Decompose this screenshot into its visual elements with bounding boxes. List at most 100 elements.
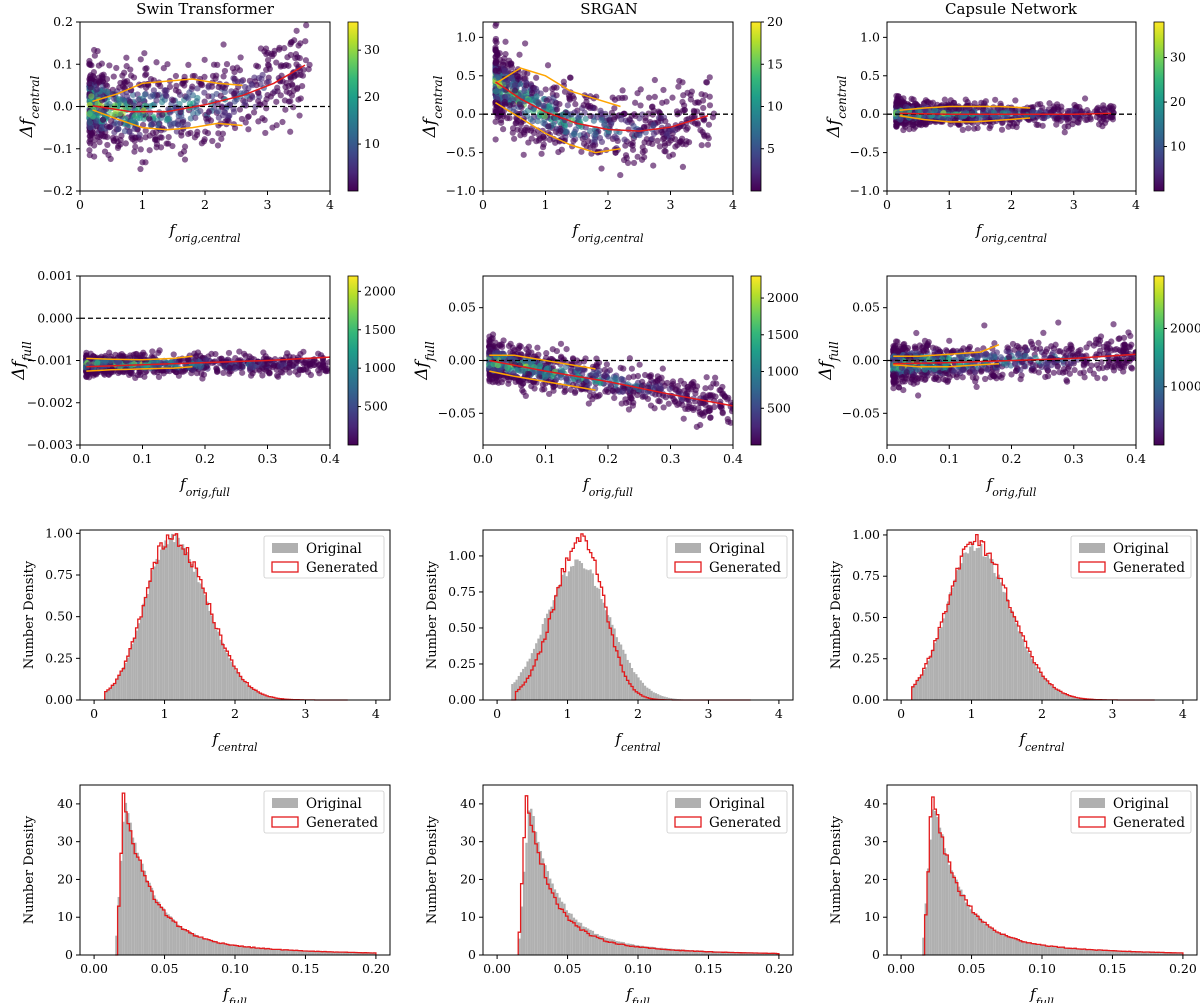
scatter-point: [500, 126, 507, 133]
scatter-point: [116, 352, 123, 359]
scatter-point: [639, 149, 646, 156]
scatter-point: [675, 83, 682, 90]
scatter-point: [504, 114, 511, 122]
scatter-point: [598, 116, 605, 124]
scatter-point: [86, 147, 93, 154]
y-tick-label: 0.2: [53, 14, 73, 29]
scatter-point: [628, 365, 635, 372]
scatter-point: [511, 87, 519, 94]
scatter-point: [626, 355, 633, 362]
scatter-point: [959, 126, 966, 133]
scatter-point: [592, 131, 599, 138]
scatter-point: [93, 86, 100, 93]
scatter-point: [505, 377, 512, 384]
x-tick-label: 0.0: [473, 451, 493, 466]
scatter-point: [660, 392, 667, 399]
fit-curve: [495, 81, 709, 132]
y-axis-label: Δffull: [9, 341, 34, 381]
scatter-point: [538, 150, 545, 157]
fit-curve: [92, 64, 306, 113]
scatter-point: [676, 77, 683, 85]
scatter-point: [217, 92, 224, 99]
scatter-point: [1127, 332, 1134, 339]
scatter-point: [487, 346, 494, 353]
scatter-point: [153, 59, 160, 66]
scatter-point: [286, 89, 293, 96]
scatter-point: [178, 132, 185, 139]
scatter-point: [504, 93, 511, 100]
scatter-point: [201, 98, 208, 105]
scatter-point: [486, 338, 494, 345]
x-tick-label: 3: [264, 197, 272, 212]
scatter-point: [534, 344, 541, 351]
scatter-point: [192, 114, 199, 121]
y-tick-label: 1.0: [860, 29, 880, 44]
scatter-point: [561, 388, 568, 396]
scatter-point: [1081, 95, 1089, 102]
scatter-point: [139, 351, 146, 358]
scatter-point: [694, 120, 701, 127]
scatter-point: [143, 65, 150, 72]
colorbar: [750, 275, 762, 446]
scatter-point: [295, 371, 302, 378]
scatter-point: [625, 406, 633, 413]
scatter-point: [605, 133, 612, 140]
scatter-point: [509, 96, 516, 103]
scatter-point: [209, 137, 216, 145]
axes-frame: [482, 21, 734, 192]
scatter-point: [598, 165, 605, 172]
scatter-point: [181, 143, 189, 150]
scatter-point: [517, 121, 524, 128]
scatter-point: [122, 140, 129, 147]
colorbar-tick-label: 1500: [767, 327, 799, 342]
scatter-point: [264, 57, 272, 64]
scatter-point: [914, 102, 921, 109]
scatter-point: [86, 133, 93, 140]
scatter-point: [533, 93, 540, 100]
scatter-point: [504, 76, 511, 83]
scatter-point: [185, 130, 192, 138]
scatter-point: [261, 116, 268, 124]
scatter-point: [535, 137, 542, 144]
scatter-point: [1076, 115, 1084, 123]
scatter-point: [127, 66, 134, 73]
scatter-point: [270, 362, 278, 369]
scatter-point: [277, 92, 284, 99]
scatter-point: [902, 123, 909, 130]
scatter-point: [167, 121, 174, 128]
scatter-point: [104, 141, 111, 149]
scatter-point: [492, 118, 499, 125]
colorbar-tick-label: 1500: [364, 322, 396, 337]
scatter-point: [700, 117, 708, 124]
lower-contour: [489, 370, 596, 391]
scatter-area: [887, 319, 1136, 399]
scatter-point: [1053, 121, 1060, 128]
scatter-point: [263, 51, 270, 58]
upper-contour: [899, 105, 1031, 112]
x-tick-label: 1: [945, 197, 953, 212]
scatter-point: [564, 102, 571, 109]
scatter-point: [525, 139, 532, 146]
colorbar-tick-label: 20: [364, 89, 380, 104]
scatter-point: [198, 140, 205, 147]
scatter-point: [679, 98, 686, 106]
scatter-point: [692, 386, 699, 394]
scatter-point: [124, 77, 131, 85]
scatter-point: [619, 388, 626, 395]
scatter-point: [542, 86, 549, 93]
scatter-area: [80, 22, 330, 173]
scatter-point: [667, 137, 674, 144]
column-title-3: Capsule Network: [945, 0, 1078, 18]
scatter-point: [682, 141, 690, 148]
scatter-point: [1054, 114, 1061, 122]
scatter-point: [532, 85, 540, 92]
scatter-point: [239, 369, 246, 376]
scatter-point: [619, 87, 626, 94]
scatter-point: [499, 343, 506, 351]
scatter-point: [159, 111, 166, 118]
scatter-area: [483, 331, 733, 430]
x-tick-label: 0.3: [258, 451, 278, 466]
scatter-point: [86, 73, 94, 80]
panel-grid: 0 1 2 3 4−0.2−0.10.00.10.2forig,centralΔfcen…: [9, 14, 1200, 1003]
scatter-point: [656, 110, 663, 117]
